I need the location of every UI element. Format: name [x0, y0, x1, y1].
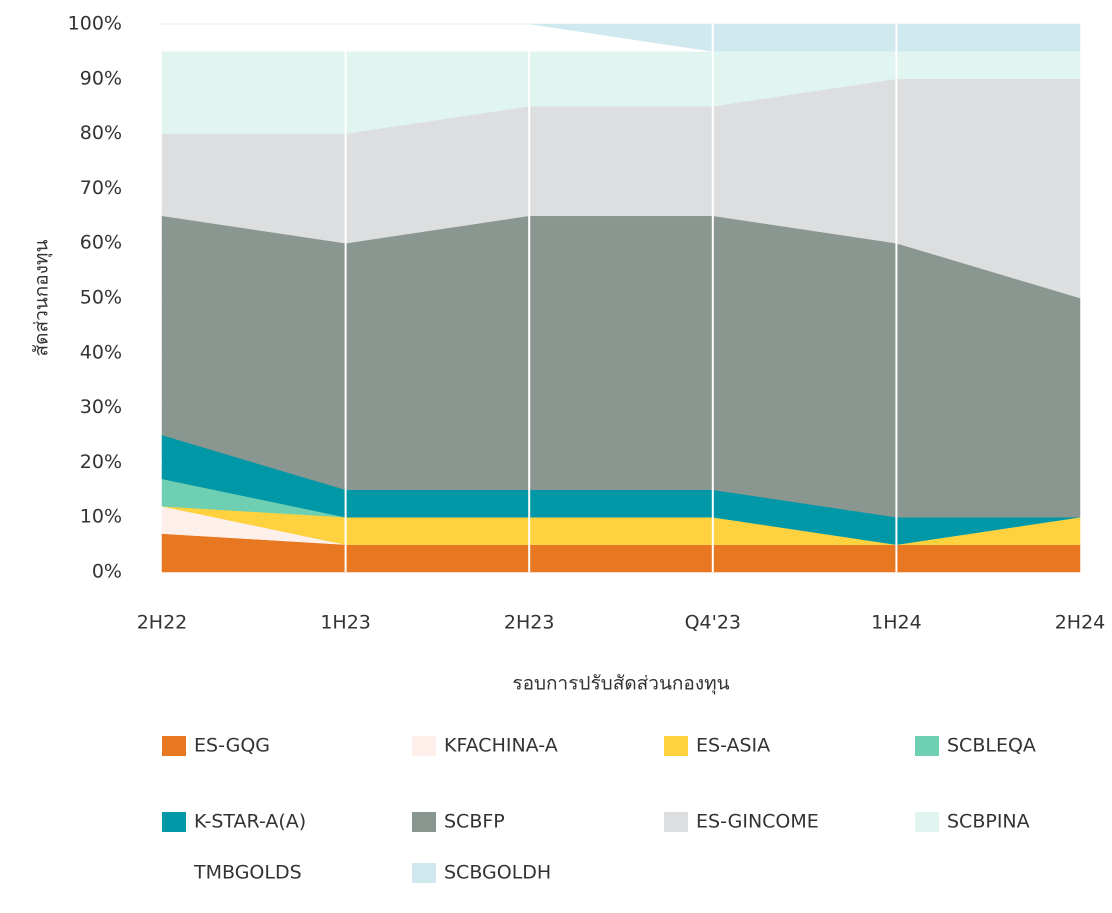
x-axis-title: รอบการปรับสัดส่วนกองทุน [512, 673, 729, 696]
x-tick-label: 1H24 [871, 612, 922, 634]
legend-label: ES-GINCOME [696, 811, 819, 833]
plot-area [161, 23, 1081, 573]
y-axis-title: สัดส่วนกองทุน [31, 240, 54, 357]
legend-label: SCBLEQA [947, 735, 1036, 757]
x-tick-label: 2H22 [137, 612, 188, 634]
x-tick-label: 1H23 [320, 612, 371, 634]
y-tick-label: 100% [68, 13, 122, 35]
y-tick-label: 80% [80, 122, 122, 144]
legend-swatch [915, 812, 939, 832]
legend-label: ES-GQG [194, 735, 270, 757]
legend-swatch [412, 736, 436, 756]
x-tick-label: Q4'23 [685, 612, 741, 634]
y-tick-label: 10% [80, 506, 122, 528]
legend-swatch [915, 736, 939, 756]
area [162, 23, 1081, 52]
legend-label: TMBGOLDS [193, 862, 302, 884]
legend-label: SCBPINA [947, 811, 1030, 833]
legend-label: SCBFP [444, 811, 505, 833]
y-tick-label: 20% [80, 451, 122, 473]
legend-swatch [664, 736, 688, 756]
y-tick-label: 30% [80, 396, 122, 418]
y-tick-label: 70% [80, 177, 122, 199]
legend-swatch [412, 863, 436, 883]
legend-swatch [664, 812, 688, 832]
x-tick-label: 2H24 [1055, 612, 1106, 634]
y-tick-label: 0% [92, 561, 122, 583]
legend-swatch [412, 812, 436, 832]
area [161, 215, 1081, 518]
legend-swatch [162, 736, 186, 756]
y-tick-label: 60% [80, 232, 122, 254]
y-tick-label: 50% [80, 287, 122, 309]
y-tick-label: 40% [80, 341, 122, 363]
legend-label: K-STAR-A(A) [194, 811, 306, 833]
legend-swatch [162, 812, 186, 832]
legend-label: KFACHINA-A [444, 735, 558, 757]
legend-label: SCBGOLDH [444, 862, 551, 884]
y-tick-label: 90% [80, 67, 122, 89]
legend-label: ES-ASIA [696, 735, 770, 757]
legend-swatch [162, 863, 186, 883]
x-tick-label: 2H23 [504, 612, 555, 634]
